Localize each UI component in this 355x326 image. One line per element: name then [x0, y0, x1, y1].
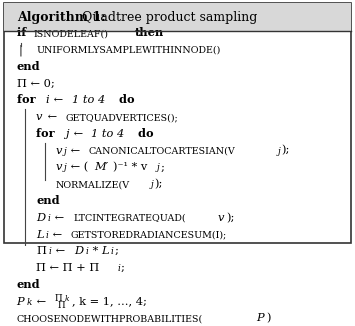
Text: P: P	[17, 297, 24, 307]
Text: Π: Π	[55, 294, 62, 303]
Text: end: end	[17, 279, 40, 290]
Text: );: );	[226, 213, 234, 223]
Text: NORMALIZE(V: NORMALIZE(V	[55, 180, 130, 189]
Text: j: j	[151, 180, 153, 189]
Text: Π ← Π + Π: Π ← Π + Π	[36, 263, 99, 273]
Text: CHOOSENODEWITHPROBABILITIES(: CHOOSENODEWITHPROBABILITIES(	[17, 314, 203, 323]
Text: GETQUADVERTICES();: GETQUADVERTICES();	[66, 113, 179, 122]
Text: k: k	[65, 295, 69, 303]
Text: for: for	[36, 128, 59, 139]
Text: i: i	[111, 247, 114, 256]
Text: i: i	[118, 264, 120, 273]
Text: end: end	[17, 61, 40, 72]
Text: D: D	[36, 213, 45, 223]
Text: , k = 1, …, 4;: , k = 1, …, 4;	[72, 297, 147, 307]
Text: M′: M′	[94, 162, 109, 172]
Text: ←: ←	[50, 95, 67, 105]
Text: i: i	[46, 230, 49, 240]
Text: ;: ;	[115, 246, 119, 256]
Text: i: i	[48, 214, 51, 223]
Text: ISNODELEAF(): ISNODELEAF()	[34, 29, 109, 38]
Text: k: k	[26, 298, 32, 307]
Text: i: i	[49, 247, 51, 256]
Text: ;: ;	[121, 263, 125, 273]
Text: UNIFORMLYSAMPLEWITHINNODE(): UNIFORMLYSAMPLEWITHINNODE()	[36, 46, 220, 55]
Text: ←: ←	[70, 129, 86, 139]
Text: Π ← 0;: Π ← 0;	[17, 79, 54, 89]
Text: ←: ←	[44, 112, 61, 122]
Bar	[4, 3, 351, 31]
Text: do: do	[115, 94, 134, 105]
Text: LTCINTEGRATEQUAD(: LTCINTEGRATEQUAD(	[73, 214, 186, 223]
Text: ): )	[266, 313, 270, 323]
Text: ←: ←	[33, 297, 50, 307]
Text: ←: ←	[51, 213, 68, 223]
Text: L: L	[101, 246, 109, 256]
Text: Π: Π	[36, 246, 46, 256]
Text: |: |	[18, 45, 22, 56]
Text: v: v	[218, 213, 224, 223]
Text: CANONICALTOCARTESIAN(V: CANONICALTOCARTESIAN(V	[89, 147, 235, 156]
Text: )⁻¹ * v: )⁻¹ * v	[113, 162, 147, 172]
Text: ← (: ← (	[67, 162, 88, 172]
Text: j: j	[65, 129, 69, 139]
Text: v: v	[55, 162, 62, 172]
Text: D: D	[74, 246, 83, 256]
Text: then: then	[135, 27, 164, 38]
Text: *: *	[89, 246, 99, 256]
Text: i: i	[46, 95, 49, 105]
Text: ←: ←	[53, 246, 69, 256]
Text: j: j	[157, 163, 160, 172]
Text: Algorithm 1:: Algorithm 1:	[17, 11, 105, 24]
Text: 1 to 4: 1 to 4	[72, 95, 105, 105]
Text: );: );	[281, 145, 289, 156]
Text: GETSTOREDRADIANCESUM(I);: GETSTOREDRADIANCESUM(I);	[71, 230, 227, 240]
Text: if: if	[17, 27, 30, 38]
Text: ;: ;	[160, 162, 164, 172]
Text: Π: Π	[58, 301, 65, 310]
Text: end: end	[36, 195, 60, 206]
Text: L: L	[36, 230, 44, 240]
Text: ←: ←	[49, 230, 66, 240]
Text: Quadtree product sampling: Quadtree product sampling	[78, 11, 258, 24]
Text: do: do	[134, 128, 153, 139]
Text: v: v	[36, 112, 43, 122]
Text: v: v	[55, 146, 62, 156]
Text: j: j	[64, 147, 66, 156]
Text: ←: ←	[67, 146, 84, 156]
Text: for: for	[17, 94, 39, 105]
Text: i: i	[86, 247, 89, 256]
Text: j: j	[277, 147, 280, 156]
Text: P: P	[256, 313, 264, 323]
Text: );: );	[154, 179, 163, 189]
Text: j: j	[64, 163, 66, 172]
Text: 1 to 4: 1 to 4	[91, 129, 124, 139]
